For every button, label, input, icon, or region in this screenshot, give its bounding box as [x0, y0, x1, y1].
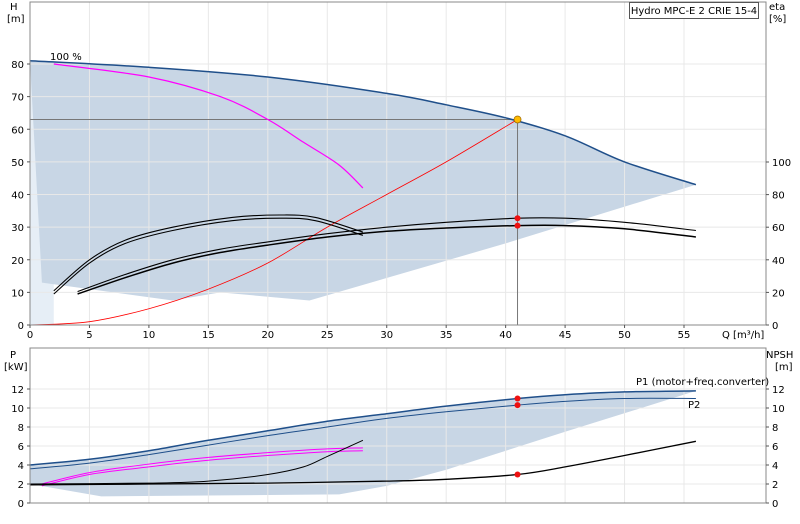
- p-series-NPSH: [29, 440, 697, 486]
- p-series-named-0: [29, 390, 696, 466]
- tick-label-H: 30: [11, 223, 24, 234]
- tick-label-Q: 35: [440, 330, 453, 341]
- tick-label-H: 0: [18, 321, 24, 332]
- tick-label-eta: 80: [772, 191, 785, 202]
- tick-label-Q: 55: [678, 330, 691, 341]
- tick-label-NPSH: 2: [772, 480, 778, 491]
- p-duty-point: [514, 471, 521, 478]
- p-operating-range-band: [30, 390, 696, 497]
- tick-label-H: 40: [11, 191, 24, 202]
- tick-label-eta: 20: [772, 288, 785, 299]
- tick-label-P: 4: [18, 461, 24, 472]
- axis-label-Q: Q [m³/h]: [722, 330, 764, 341]
- p-series-named-1: [29, 397, 696, 470]
- legend-P2: P2: [688, 400, 700, 411]
- eta-duty-point: [514, 215, 521, 222]
- tick-label-eta: 40: [772, 256, 785, 267]
- tick-label-NPSH: 12: [772, 385, 785, 396]
- tick-label-NPSH: 8: [772, 423, 778, 434]
- axis-unit-H: [m]: [7, 14, 25, 25]
- p-series-P2-single: [41, 450, 363, 487]
- annotation-100-percent: 100 %: [50, 52, 82, 63]
- qh-series-eta-2: [53, 214, 364, 292]
- tick-label-Q: 15: [202, 330, 215, 341]
- tick-label-Q: 0: [27, 330, 33, 341]
- qh-series-eta-4: [77, 217, 696, 293]
- tick-label-P: 0: [18, 499, 24, 510]
- p-series-P1-single: [41, 447, 363, 485]
- axis-unit-P: [kW]: [4, 362, 28, 373]
- qh-series-H-100: [29, 59, 697, 186]
- operating-point: [513, 115, 522, 124]
- qh-panel: 100 %H[m]eta[%]Q [m³/h]01020304050607080…: [7, 1, 791, 341]
- axis-unit-eta: [%]: [769, 14, 786, 25]
- tick-label-eta: 0: [772, 321, 778, 332]
- tick-label-Q: 10: [143, 330, 156, 341]
- power-npsh-panel: P1 (motor+freq.converter) P2 P[kW] NPSH[m] 0…: [4, 347, 793, 510]
- axis-label-P: P: [10, 350, 16, 361]
- qh-series-eta-3: [77, 224, 696, 295]
- legend-P1: P1 (motor+freq.converter): [636, 377, 769, 388]
- eta-duty-point: [514, 222, 521, 229]
- tick-label-Q: 25: [321, 330, 334, 341]
- axis-label-NPSH: NPSH: [766, 350, 793, 361]
- tick-label-H: 70: [11, 93, 24, 104]
- tick-label-NPSH: 4: [772, 461, 778, 472]
- tick-label-H: 60: [11, 125, 24, 136]
- tick-label-H: 80: [11, 60, 24, 71]
- tick-label-P: 8: [18, 423, 24, 434]
- qh-series-eta-1: [53, 217, 364, 295]
- tick-label-H: 10: [11, 288, 24, 299]
- tick-label-Q: 5: [86, 330, 92, 341]
- tick-label-Q: 50: [618, 330, 631, 341]
- tick-label-eta: 100: [772, 158, 791, 169]
- tick-label-P: 6: [18, 442, 24, 453]
- tick-label-NPSH: 6: [772, 442, 778, 453]
- p-duty-point: [514, 395, 521, 402]
- tick-label-P: 2: [18, 480, 24, 491]
- tick-label-Q: 20: [261, 330, 274, 341]
- p-frame: [29, 347, 767, 504]
- axis-unit-NPSH: [m]: [775, 362, 793, 373]
- qh-operating-range-band: [30, 60, 696, 301]
- axis-label-H: H: [10, 2, 18, 13]
- tick-label-P: 12: [11, 385, 24, 396]
- tick-label-Q: 45: [559, 330, 572, 341]
- tick-label-H: 20: [11, 256, 24, 267]
- tick-label-eta: 60: [772, 223, 785, 234]
- tick-label-H: 50: [11, 158, 24, 169]
- p-duty-point: [514, 402, 521, 409]
- p-series-NPSH-single: [29, 439, 364, 485]
- tick-label-Q: 40: [499, 330, 512, 341]
- tick-label-Q: 30: [380, 330, 393, 341]
- axis-label-eta: eta: [769, 2, 785, 13]
- qh-series-system: [29, 119, 518, 326]
- tick-label-NPSH: 10: [772, 404, 785, 415]
- qh-series-H-single: [53, 63, 364, 189]
- tick-label-NPSH: 0: [772, 499, 778, 510]
- tick-label-P: 10: [11, 404, 24, 415]
- chart-title: Hydro MPC-E 2 CRIE 15-4: [629, 2, 759, 19]
- qh-frame: [29, 1, 767, 326]
